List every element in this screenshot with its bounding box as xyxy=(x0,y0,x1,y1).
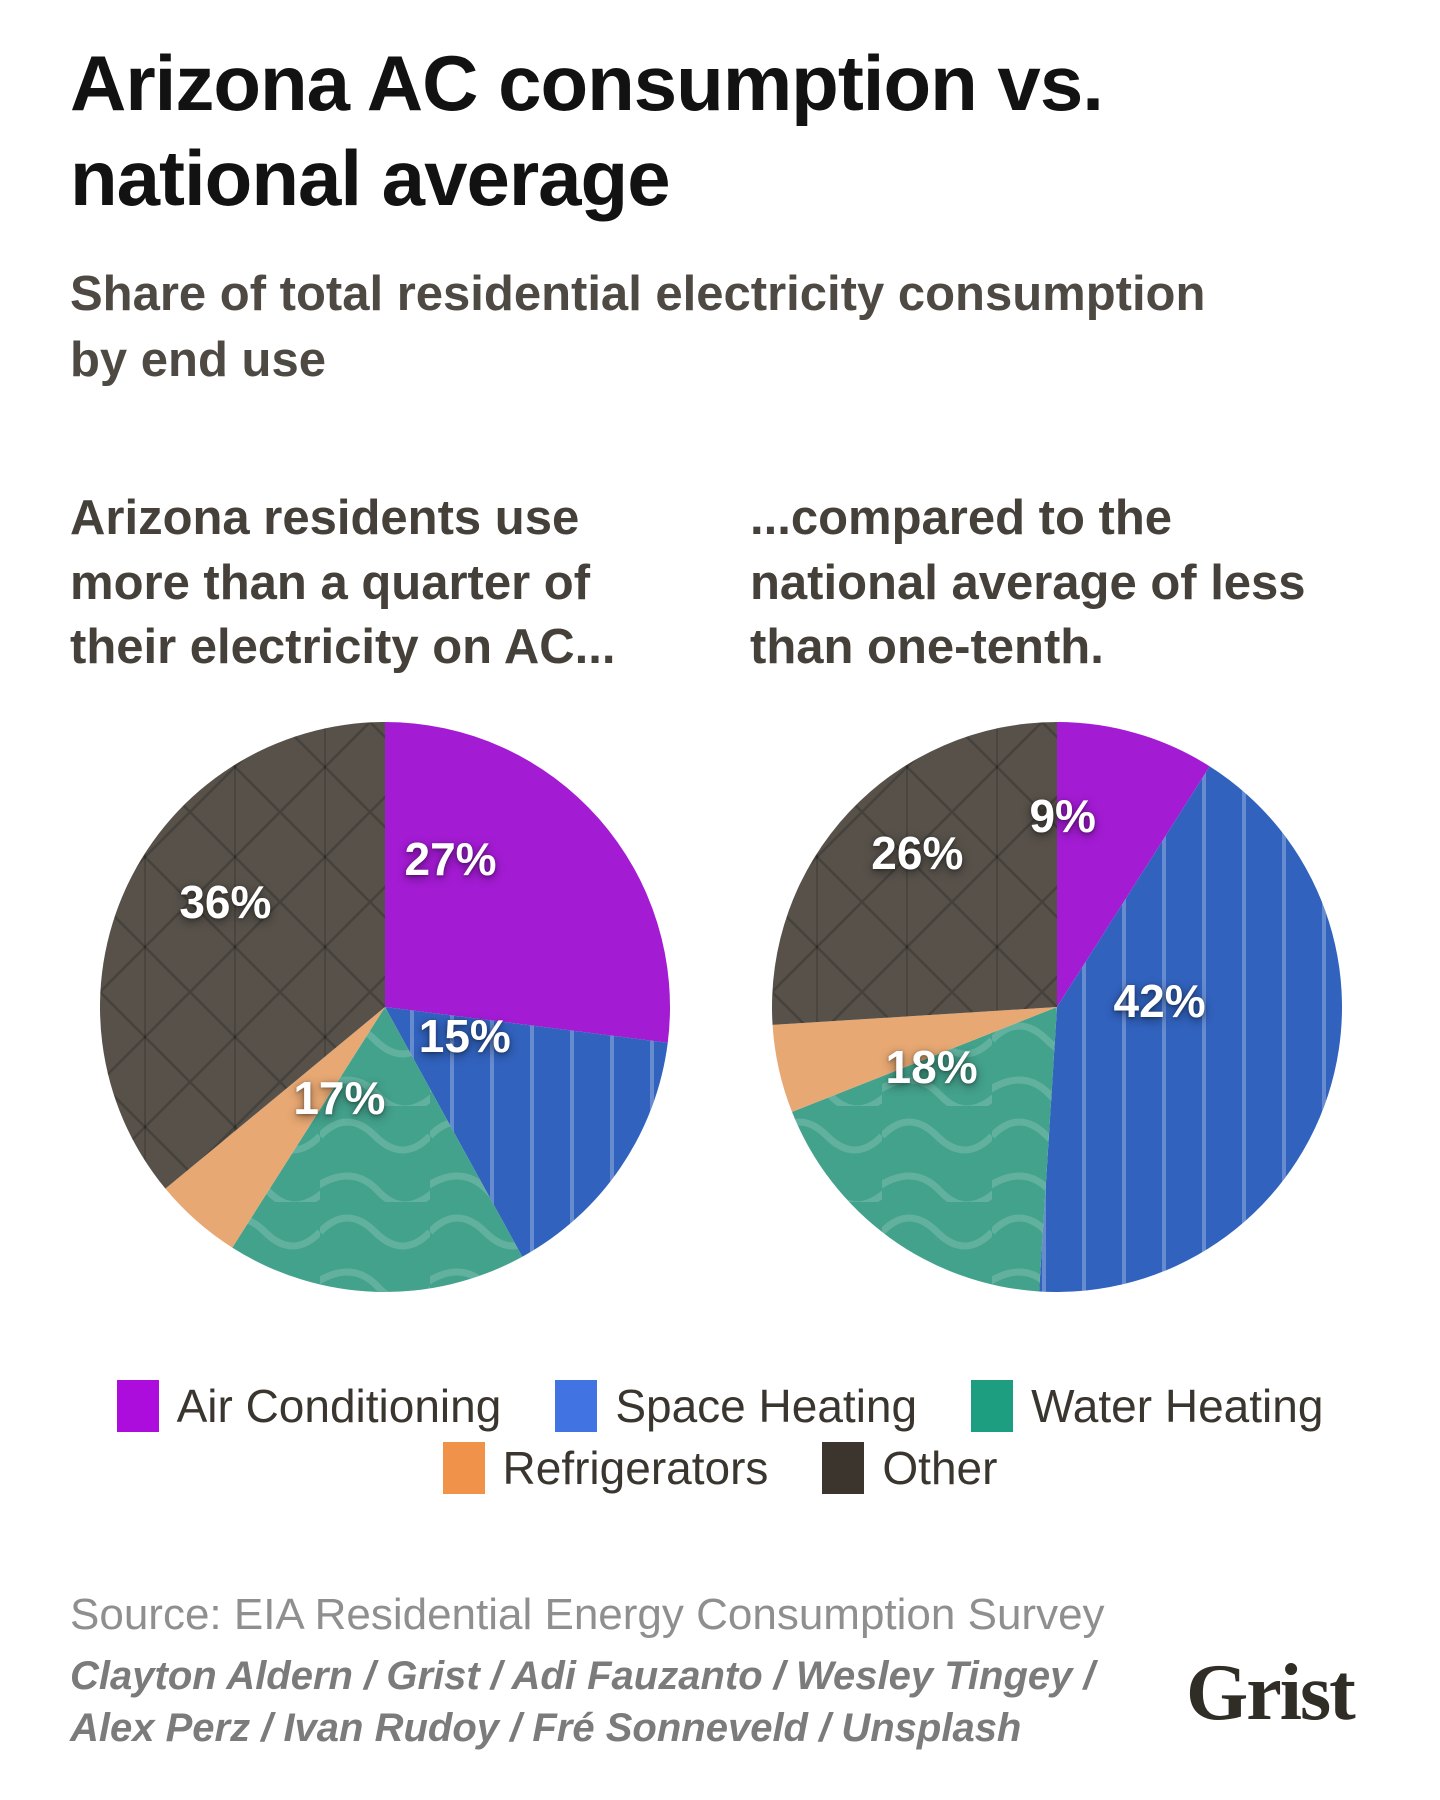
legend-label: Water Heating xyxy=(1031,1380,1324,1432)
legend-label: Space Heating xyxy=(615,1380,918,1432)
page-title: Arizona AC consumption vs. national aver… xyxy=(70,39,1104,223)
legend-label: Other xyxy=(882,1442,998,1494)
legend-item: Space Heating xyxy=(555,1379,917,1433)
pie-slice-label: 15% xyxy=(418,1009,511,1062)
pie-slice-label: 26% xyxy=(871,827,964,880)
legend-swatch xyxy=(971,1380,1014,1432)
pie-chart-arizona: 27% 15% 17% 36% xyxy=(100,722,670,1292)
legend-swatch xyxy=(116,1380,159,1432)
pie-slice-label: 9% xyxy=(1029,790,1096,843)
grist-logo: Grist xyxy=(1186,1649,1356,1737)
pie-slice-label: 42% xyxy=(1113,975,1206,1028)
legend-row-1: Air Conditioning Space Heating Water Heati… xyxy=(116,1379,1323,1433)
pie-svg xyxy=(772,722,1342,1292)
pie-slice-label: 27% xyxy=(404,832,497,885)
credits: Clayton Aldern / Grist / Adi Fauzanto / … xyxy=(70,1654,1095,1750)
pie-slice-label: 36% xyxy=(179,875,272,928)
pie-slice-label: 17% xyxy=(293,1072,386,1125)
legend-swatch xyxy=(442,1442,485,1494)
pie-svg xyxy=(100,722,670,1292)
page-subtitle: Share of total residential electricity c… xyxy=(70,267,1206,387)
legend-label: Air Conditioning xyxy=(176,1380,502,1432)
legend-item: Other xyxy=(822,1441,997,1495)
legend: Air Conditioning Space Heating Water Heati… xyxy=(0,1380,1440,1494)
legend-item: Refrigerators xyxy=(442,1441,769,1495)
legend-item: Air Conditioning xyxy=(116,1379,502,1433)
legend-swatch xyxy=(822,1442,865,1494)
source-note: Source: EIA Residential Energy Consumpti… xyxy=(70,1590,1105,1639)
panel-heading-arizona: Arizona residents use more than a quarte… xyxy=(70,491,616,675)
legend-item: Water Heating xyxy=(971,1379,1323,1433)
legend-row-2: Refrigerators Other xyxy=(442,1441,997,1495)
pie-slice-label: 18% xyxy=(885,1040,978,1093)
legend-swatch xyxy=(555,1380,598,1432)
pie-chart-national: 9% 42% 18% 26% xyxy=(772,722,1342,1292)
legend-label: Refrigerators xyxy=(502,1442,769,1494)
panel-heading-national: ...compared to the national average of l… xyxy=(750,491,1306,675)
